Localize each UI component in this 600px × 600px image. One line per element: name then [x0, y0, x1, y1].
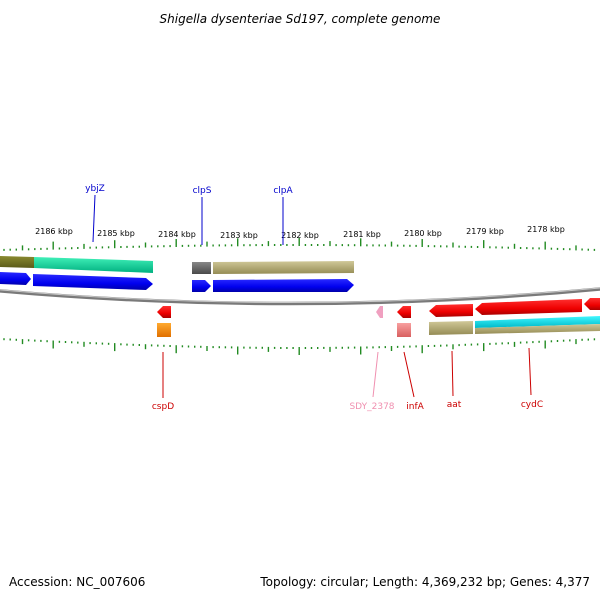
scale-label: 2186 kbp — [35, 227, 73, 236]
cog-feature-olive-cydC[interactable] — [475, 324, 600, 334]
cog-feature-pink[interactable] — [397, 323, 411, 337]
forward-cds-band — [0, 272, 354, 292]
leader-line — [92, 194, 96, 243]
top-gene-labels: ybjZ clpS clpA — [85, 184, 293, 245]
forward-cog-band — [0, 256, 354, 274]
cds-forward-arrow-clpA[interactable] — [213, 279, 354, 292]
leader-line — [451, 350, 454, 397]
gene-label-cspD[interactable]: cspD — [152, 402, 174, 412]
cds-forward-arrow-ybjZ[interactable] — [33, 274, 153, 290]
scale-label: 2178 kbp — [527, 225, 565, 234]
gene-label-ybjZ[interactable]: ybjZ — [85, 184, 105, 194]
cog-feature-orange[interactable] — [157, 323, 171, 337]
cds-reverse-arrow-infA[interactable] — [397, 306, 411, 318]
lower-scale-ticks — [3, 338, 596, 355]
gene-label-clpS[interactable]: clpS — [193, 186, 212, 196]
cds-reverse-arrow-SDY_2378[interactable] — [376, 306, 383, 318]
scale-labels: 2186 kbp 2185 kbp 2184 kbp 2183 kbp 2182… — [35, 225, 565, 240]
scale-label: 2185 kbp — [97, 229, 135, 238]
scale-label: 2181 kbp — [343, 230, 381, 239]
gene-label-infA[interactable]: infA — [406, 402, 424, 412]
cds-forward-arrow[interactable] — [0, 272, 31, 285]
map-title: Shigella dysenteriae Sd197, complete gen… — [160, 12, 441, 26]
scale-label: 2183 kbp — [220, 231, 258, 240]
cds-reverse-arrow-aat[interactable] — [429, 304, 473, 317]
cog-feature-green[interactable] — [34, 257, 153, 273]
scale-label: 2180 kbp — [404, 229, 442, 238]
genome-backbone — [0, 287, 600, 306]
reverse-cds-band — [157, 298, 600, 318]
accession-text: Accession: NC_007606 — [9, 575, 145, 589]
gene-label-aat[interactable]: aat — [447, 400, 462, 410]
cog-feature-olive[interactable] — [213, 261, 354, 274]
leader-line — [528, 347, 532, 396]
gene-label-cydC[interactable]: cydC — [521, 400, 543, 410]
cds-reverse-arrow-edge[interactable] — [584, 298, 600, 310]
cog-feature-gray[interactable] — [192, 262, 211, 274]
cds-reverse-arrow-cspD[interactable] — [157, 306, 171, 318]
gene-label-SDY_2378[interactable]: SDY_2378 — [349, 402, 394, 412]
genome-backbone-highlight — [0, 287, 600, 304]
bottom-gene-labels: cspD SDY_2378 infA aat cydC — [152, 347, 543, 412]
topology-text: Topology: circular; Length: 4,369,232 bp… — [259, 575, 590, 589]
scale-label: 2179 kbp — [466, 227, 504, 236]
cds-forward-arrow-clpS[interactable] — [192, 280, 211, 292]
upper-scale-ticks — [3, 238, 596, 251]
reverse-cog-band — [157, 316, 600, 337]
gene-label-clpA[interactable]: clpA — [273, 186, 293, 196]
leader-line — [403, 351, 415, 398]
leader-line — [372, 351, 379, 398]
cds-reverse-arrow-cydC[interactable] — [475, 299, 582, 315]
scale-label: 2182 kbp — [281, 231, 319, 240]
scale-label: 2184 kbp — [158, 230, 196, 239]
cog-feature-darkolive[interactable] — [0, 256, 34, 268]
cog-feature-olive-aat[interactable] — [429, 321, 473, 335]
